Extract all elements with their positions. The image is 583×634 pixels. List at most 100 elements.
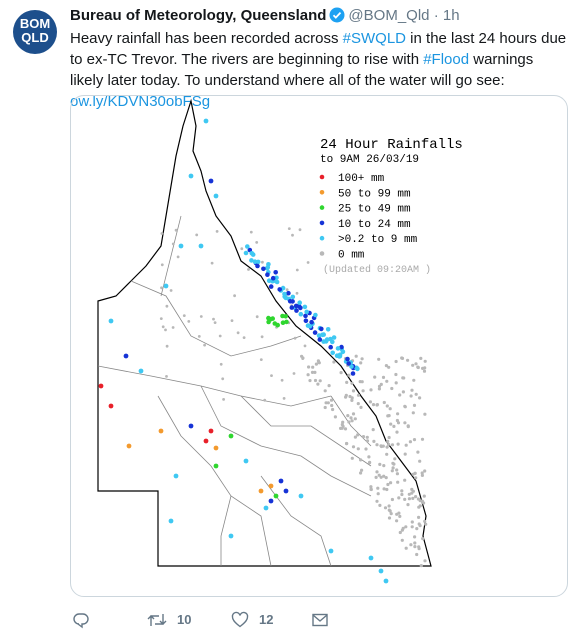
station-dot: [387, 442, 391, 446]
author-handle[interactable]: @BOM_Qld: [348, 7, 430, 24]
station-dot: [384, 476, 388, 480]
station-dot: [375, 470, 379, 474]
station-dot: [261, 260, 264, 264]
station-dot: [376, 492, 380, 496]
station-dot: [385, 445, 389, 449]
station-dot: [195, 233, 199, 237]
station-dot: [213, 463, 219, 469]
station-dot: [400, 492, 404, 497]
station-dot: [356, 447, 360, 451]
station-dot: [360, 468, 364, 472]
station-dot: [418, 504, 422, 508]
station-dot: [392, 462, 396, 466]
station-dot: [252, 259, 258, 264]
station-dot: [159, 317, 163, 320]
station-dot: [290, 294, 296, 300]
station-dot: [401, 390, 405, 394]
station-dot: [410, 520, 414, 524]
author-name[interactable]: Bureau of Meteorology, Queensland: [70, 7, 327, 24]
station-dot: [243, 250, 249, 256]
station-dot: [410, 525, 414, 529]
station-dot: [108, 403, 114, 409]
station-dot: [359, 458, 363, 462]
station-dot: [313, 378, 318, 383]
station-dot: [203, 118, 209, 124]
station-dot: [329, 398, 334, 402]
station-dot: [353, 435, 357, 439]
station-dot: [349, 364, 354, 369]
station-dot: [411, 411, 415, 415]
station-dot: [306, 373, 310, 377]
station-dot: [333, 415, 337, 419]
station-dot: [165, 304, 169, 308]
station-dot: [354, 365, 359, 371]
retweet-button[interactable]: [147, 611, 167, 629]
station-dot: [312, 330, 318, 335]
action-bar: 10 12: [0, 607, 583, 634]
station-dot: [360, 357, 364, 361]
message-button[interactable]: [311, 611, 329, 629]
station-dot: [395, 519, 399, 523]
station-dot: [387, 508, 391, 512]
station-dot: [377, 473, 381, 477]
station-dot: [345, 356, 350, 362]
station-dot: [412, 403, 417, 407]
separator: ·: [433, 7, 439, 24]
station-dot: [387, 516, 392, 520]
tweet-link[interactable]: ow.ly/KDVN30obFSg: [70, 93, 211, 110]
station-dot: [277, 287, 282, 292]
station-dot: [187, 320, 191, 323]
station-dot: [396, 412, 400, 416]
station-dot: [319, 326, 324, 332]
station-dot: [165, 344, 169, 348]
station-dot: [328, 336, 333, 342]
station-dot: [396, 442, 400, 446]
station-dot: [123, 353, 129, 359]
station-dot: [385, 404, 389, 408]
station-dot: [263, 505, 269, 511]
station-dot: [420, 499, 424, 503]
station-dot: [356, 393, 361, 397]
tweet-link[interactable]: #Flood: [423, 51, 470, 68]
timestamp[interactable]: 1h: [442, 7, 460, 24]
station-dot: [347, 420, 351, 424]
station-dot: [298, 305, 303, 311]
legend-label: 50 to 99 mm: [338, 188, 411, 200]
station-dot: [376, 486, 380, 490]
station-dot: [413, 471, 417, 475]
like-button[interactable]: [231, 611, 249, 629]
station-dot: [339, 426, 343, 430]
station-dot: [387, 414, 391, 418]
station-dot: [108, 318, 114, 324]
station-dot: [345, 380, 349, 384]
station-dot: [255, 241, 259, 244]
avatar[interactable]: BOM QLD: [13, 10, 57, 54]
station-dot: [291, 233, 294, 237]
station-dot: [293, 336, 297, 340]
reply-button[interactable]: [72, 611, 90, 629]
station-dot: [378, 568, 384, 574]
station-dot: [395, 430, 399, 434]
station-dot: [350, 381, 354, 385]
station-dot: [374, 475, 378, 479]
station-dot: [213, 321, 217, 324]
station-dot: [328, 344, 334, 350]
station-dot: [383, 578, 389, 584]
station-dot: [401, 526, 405, 530]
tweet-text-segment: warnings likely later today. To understa…: [70, 51, 534, 89]
tweet-link[interactable]: #SWQLD: [342, 30, 407, 47]
station-dot: [422, 494, 426, 498]
map-image[interactable]: 24 Hour Rainfalls to 9AM 26/03/19 100+ m…: [70, 95, 568, 597]
station-dot: [161, 325, 165, 329]
station-dot: [255, 263, 260, 269]
station-dot: [233, 294, 237, 298]
station-dot: [368, 400, 372, 404]
station-dot: [247, 268, 250, 271]
station-dot: [408, 440, 412, 444]
station-dot: [384, 364, 388, 368]
station-dot: [258, 488, 264, 494]
station-dot: [358, 380, 362, 384]
station-dot: [389, 422, 393, 426]
station-dot: [268, 498, 274, 504]
station-dot: [287, 227, 291, 231]
